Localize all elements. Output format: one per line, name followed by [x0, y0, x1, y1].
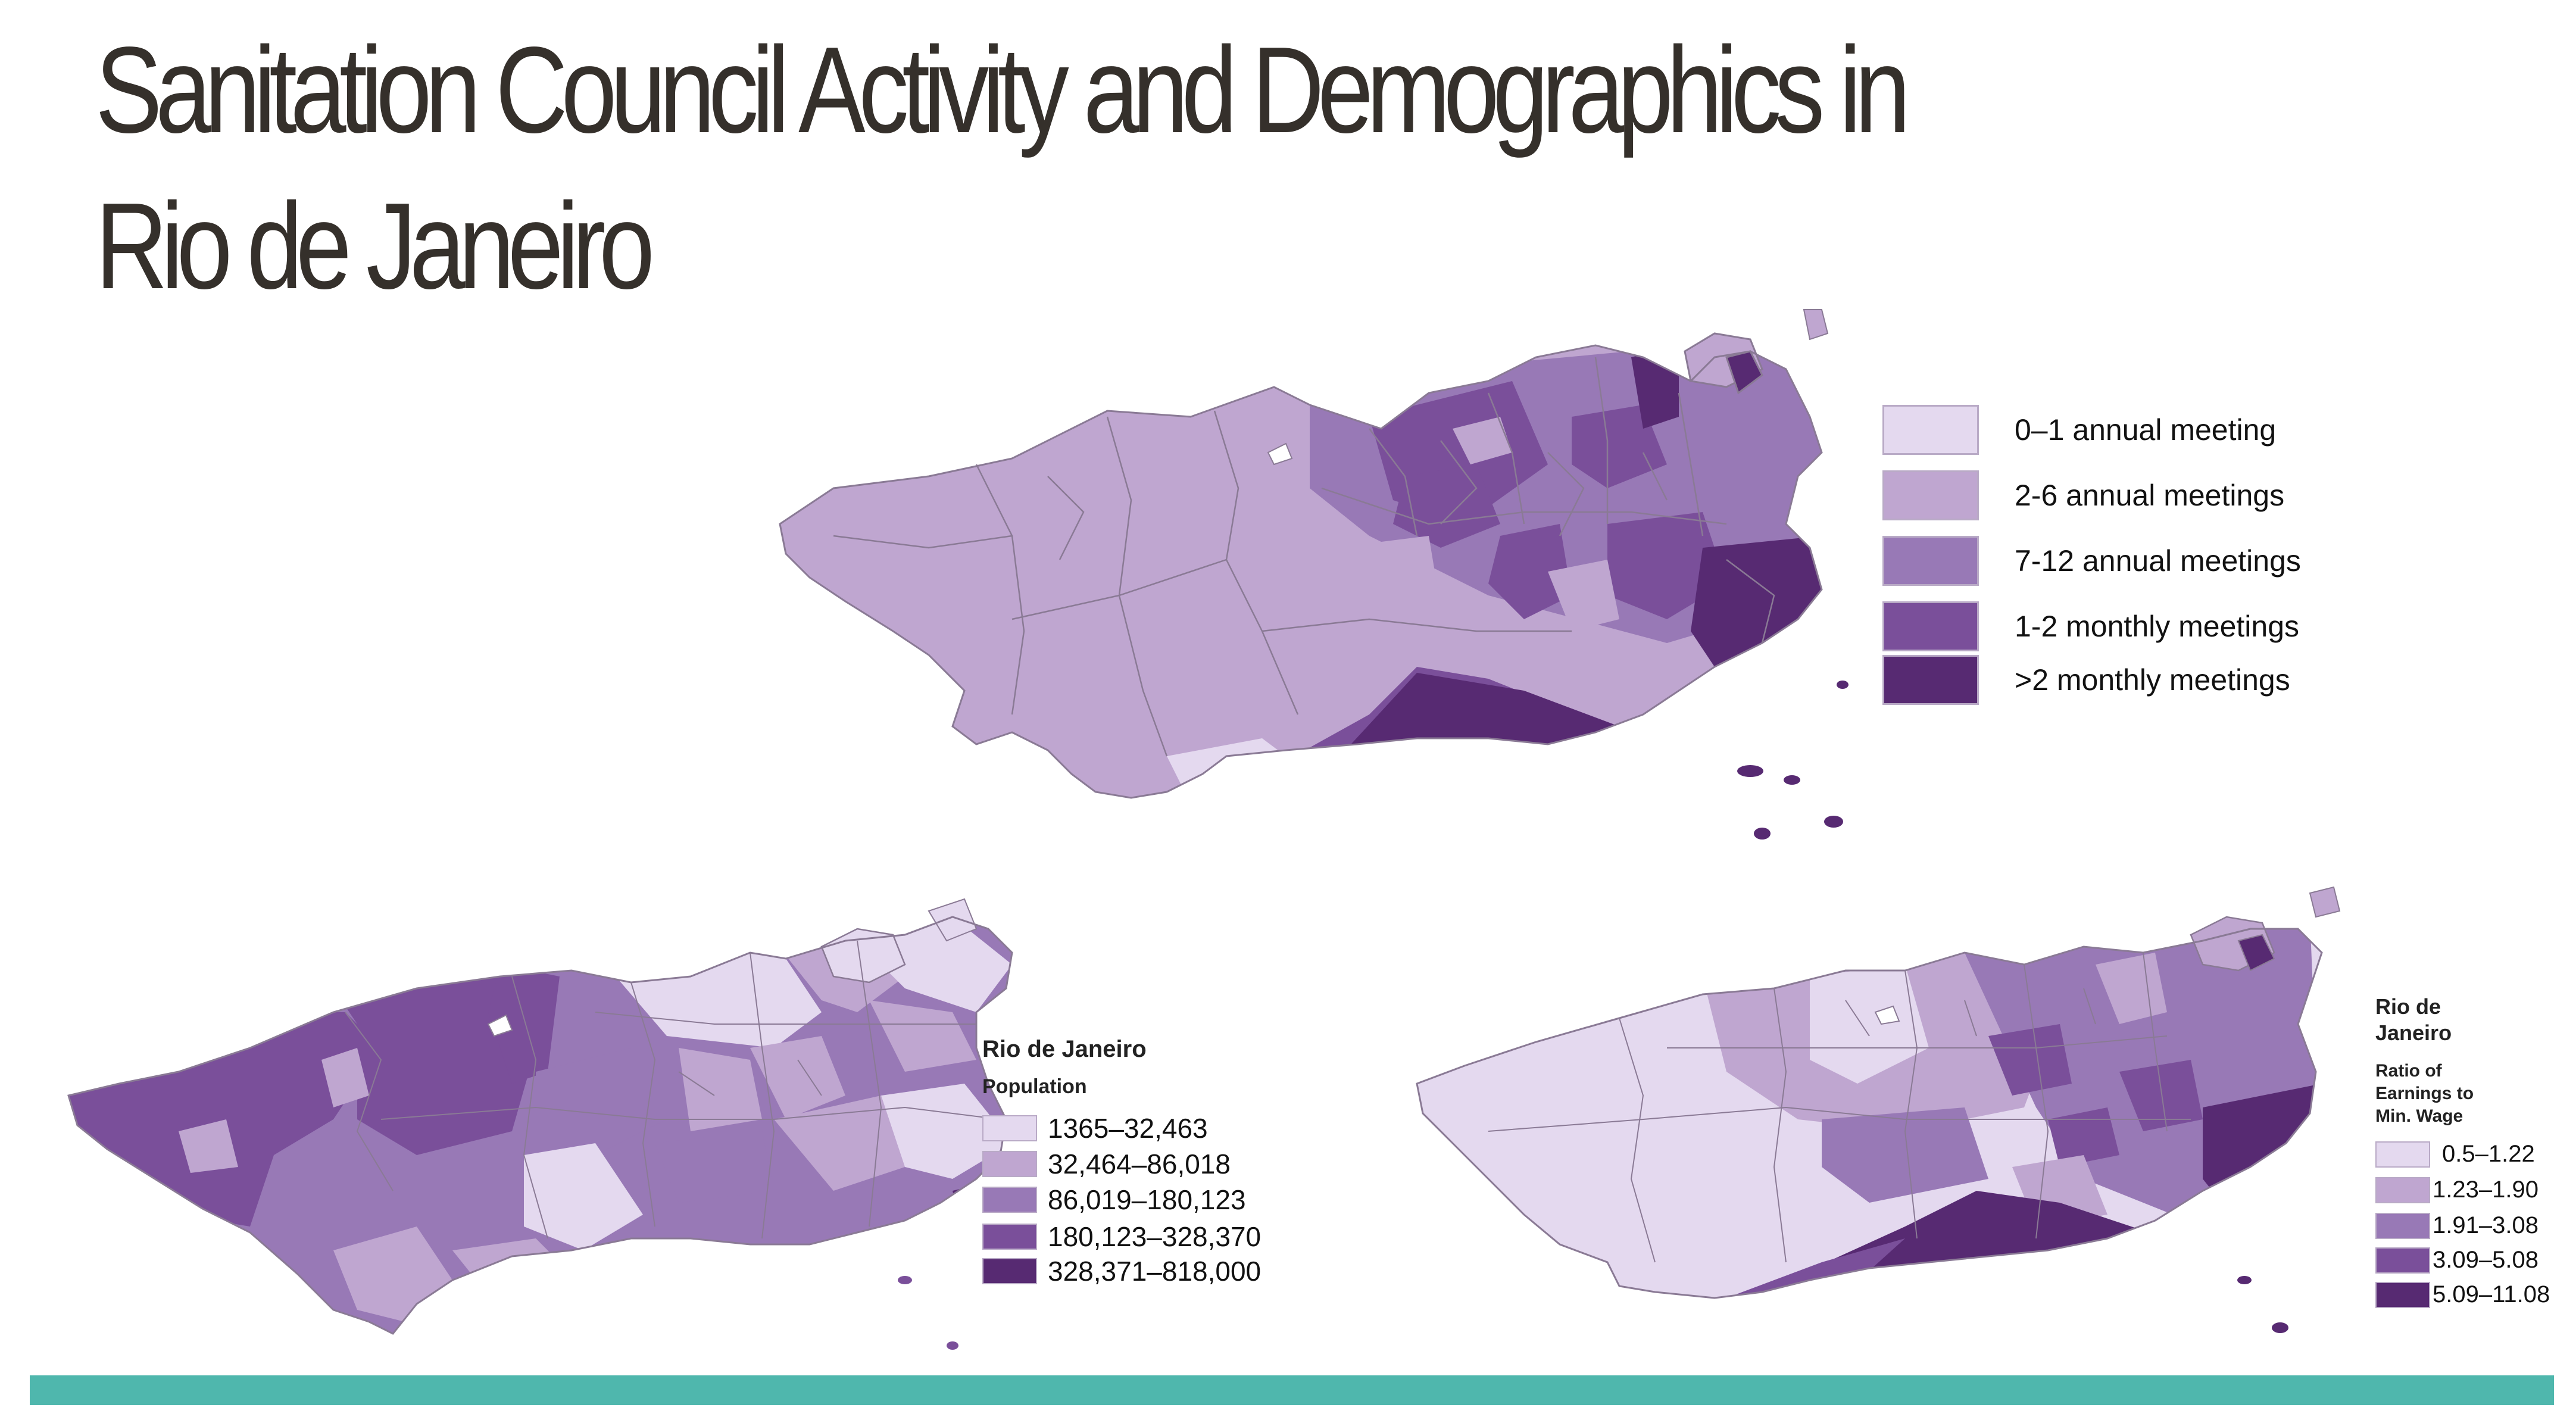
legend-swatch: [2375, 1177, 2430, 1203]
earnings-legend-item: 0.5–1.22: [2375, 1141, 2535, 1168]
legend-label: >2 monthly meetings: [2015, 663, 2290, 697]
legend-swatch: [1882, 601, 1979, 651]
earnings-legend: Rio de Janeiro Ratio of Earnings to Min.…: [2375, 994, 2572, 1316]
legend-label: 0.5–1.22: [2442, 1141, 2535, 1167]
population-legend-item: 32,464–86,018: [982, 1148, 1231, 1180]
meetings-map: [779, 309, 1849, 840]
earnings-legend-item: 3.09–5.08: [2375, 1247, 2538, 1274]
legend-swatch: [1882, 470, 1979, 520]
legend-label: 2-6 annual meetings: [2015, 479, 2285, 512]
legend-label: 1.23–1.90: [2433, 1177, 2538, 1203]
legend-label: 7-12 annual meetings: [2015, 544, 2301, 578]
legend-variable-title: Ratio of: [2375, 1061, 2442, 1081]
meetings-legend: 0–1 annual meeting 2-6 annual meetings 7…: [1882, 405, 2359, 726]
legend-swatch: [982, 1187, 1037, 1213]
population-legend-item: 1365–32,463: [982, 1112, 1208, 1144]
population-legend: Rio de Janeiro Population 1365–32,463 32…: [982, 1036, 1316, 1298]
legend-swatch: [982, 1258, 1037, 1284]
legend-swatch: [1882, 655, 1979, 705]
legend-label: 3.09–5.08: [2433, 1247, 2538, 1273]
legend-swatch: [982, 1115, 1037, 1141]
legend-label: 1.91–3.08: [2433, 1212, 2538, 1238]
legend-swatch: [2375, 1141, 2430, 1168]
legend-swatch: [2375, 1212, 2430, 1239]
population-legend-item: 86,019–180,123: [982, 1184, 1246, 1216]
legend-label: 1-2 monthly meetings: [2015, 610, 2300, 643]
legend-swatch: [1882, 405, 1979, 455]
meetings-legend-item: 0–1 annual meeting: [1882, 405, 2276, 455]
legend-variable-title: Min. Wage: [2375, 1106, 2463, 1126]
legend-place-title: Rio de Janeiro: [982, 1036, 1147, 1062]
meetings-legend-item: 7-12 annual meetings: [1882, 536, 2301, 586]
legend-label: 86,019–180,123: [1048, 1184, 1246, 1215]
earnings-legend-item: 5.09–11.08: [2375, 1281, 2550, 1308]
legend-label: 0–1 annual meeting: [2015, 413, 2277, 447]
wage-map: [1416, 886, 2341, 1333]
legend-label: 5.09–11.08: [2433, 1281, 2550, 1307]
earnings-legend-item: 1.23–1.90: [2375, 1177, 2538, 1203]
legend-label: 32,464–86,018: [1048, 1149, 1231, 1179]
legend-label: 180,123–328,370: [1048, 1221, 1262, 1252]
population-legend-item: 180,123–328,370: [982, 1221, 1261, 1253]
legend-swatch: [982, 1151, 1037, 1177]
meetings-legend-item: 2-6 annual meetings: [1882, 470, 2284, 520]
legend-place-title: Janeiro: [2375, 1021, 2452, 1045]
legend-label: 1365–32,463: [1048, 1113, 1208, 1144]
meetings-legend-item: 1-2 monthly meetings: [1882, 601, 2299, 651]
legend-swatch: [982, 1224, 1037, 1250]
legend-label: 328,371–818,000: [1048, 1256, 1262, 1287]
accent-bar: [30, 1375, 2554, 1405]
legend-variable-title: Earnings to: [2375, 1084, 2474, 1103]
legend-swatch: [2375, 1247, 2430, 1274]
legend-place-title: Rio de: [2375, 994, 2441, 1019]
meetings-legend-item: >2 monthly meetings: [1882, 655, 2290, 705]
population-legend-item: 328,371–818,000: [982, 1255, 1261, 1287]
slide-title: Sanitation Council Activity and Demograp…: [95, 21, 1910, 314]
earnings-legend-item: 1.91–3.08: [2375, 1212, 2538, 1239]
legend-variable-title: Population: [982, 1075, 1087, 1098]
legend-swatch: [2375, 1281, 2430, 1308]
population-map: [67, 898, 1013, 1350]
legend-swatch: [1882, 536, 1979, 586]
